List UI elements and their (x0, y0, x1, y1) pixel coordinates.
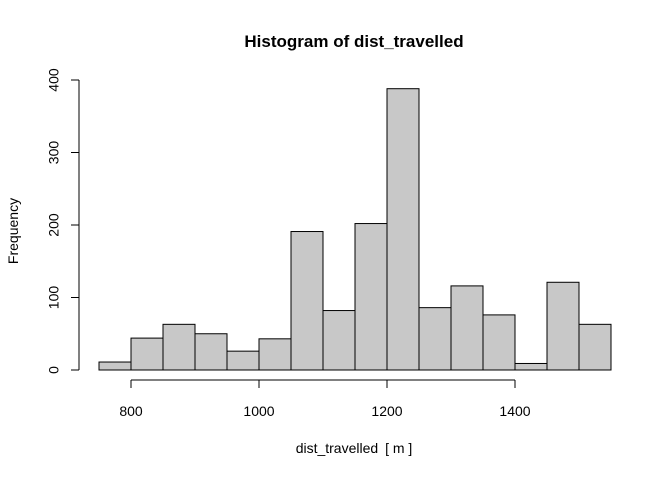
y-axis-label: Frequency (5, 198, 21, 264)
x-axis-tick-label: 1400 (499, 403, 530, 419)
histogram-bar (514, 362, 548, 371)
histogram-bar (322, 310, 356, 371)
x-axis-unit: m (393, 440, 405, 456)
histogram-bar (226, 350, 260, 371)
histogram-bar (450, 285, 484, 371)
x-axis-unit-open-bracket: [ (385, 440, 389, 456)
histogram-bar (386, 88, 420, 371)
x-axis: 800 1000 1200 1400 (119, 379, 531, 419)
histogram-bar (98, 361, 132, 371)
y-axis: 0 100 200 300 400 (46, 68, 80, 374)
y-axis-tick-label: 0 (46, 366, 62, 374)
histogram-bar (546, 281, 580, 371)
chart-title: Histogram of dist_travelled (244, 32, 463, 51)
histogram-bar (482, 314, 516, 371)
histogram-bar (418, 307, 452, 371)
x-axis-tick-label: 1200 (371, 403, 402, 419)
histogram-bar (290, 231, 324, 371)
x-axis-unit-close-bracket: ] (408, 440, 412, 456)
x-axis-label-text: dist_travelled (296, 440, 379, 456)
y-axis-tick-label: 300 (46, 141, 62, 165)
histogram-bar (162, 323, 196, 371)
x-axis-tick-label: 1000 (243, 403, 274, 419)
histogram-bar (258, 338, 292, 371)
histogram-bar (578, 323, 612, 371)
histogram-bar (354, 223, 388, 371)
histogram-bar (130, 337, 164, 371)
x-axis-label: dist_travelled [ m ] (296, 440, 413, 456)
y-axis-tick-label: 400 (46, 68, 62, 92)
histogram-bar (194, 333, 228, 371)
y-axis-tick-label: 200 (46, 213, 62, 237)
bars-layer (98, 88, 612, 371)
y-axis-tick-label: 100 (46, 286, 62, 310)
x-axis-tick-label: 800 (119, 403, 143, 419)
